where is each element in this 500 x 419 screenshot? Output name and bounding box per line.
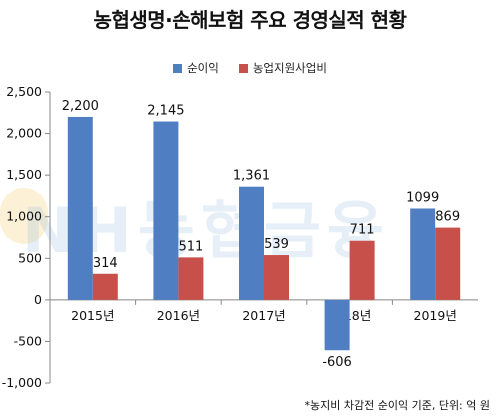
bar-series-1: [239, 186, 264, 300]
legend-swatch-series-1: [173, 63, 183, 73]
legend-label-series-2: 농업지원사업비: [252, 61, 327, 75]
data-label-series-1: 1,361: [233, 169, 270, 184]
data-label-series-2: 511: [178, 239, 203, 254]
bar-series-2: [435, 227, 461, 300]
bar-series-2: [349, 240, 375, 300]
y-tick-label: 0: [34, 292, 42, 307]
bar-series-1: [410, 208, 436, 300]
y-tick-label: 500: [18, 250, 42, 265]
x-tick-label: 2017년: [242, 308, 285, 323]
bar-series-2: [264, 255, 289, 300]
footnote: *농지비 차감전 순이익 기준, 단위: 억 원: [304, 399, 490, 412]
data-label-series-2: 314: [93, 256, 118, 271]
legend-item-series-2: 농업지원사업비: [238, 60, 327, 76]
bar-series-1: [67, 116, 93, 300]
legend-item-series-1: 순이익: [173, 60, 219, 76]
data-label-series-1: 2,145: [147, 104, 184, 119]
y-tick-label: -1,000: [2, 375, 42, 390]
data-label-series-2: 711: [350, 223, 375, 238]
bar-series-2: [92, 273, 118, 300]
data-label-series-1: 1099: [406, 190, 439, 205]
x-tick-label: 2019년: [414, 308, 457, 323]
chart-legend: 순이익 농업지원사업비: [0, 60, 500, 76]
watermark-logo-icon: [0, 188, 48, 244]
bar-series-1: [153, 121, 179, 300]
x-tick-label: 2015년: [71, 308, 114, 323]
legend-label-series-1: 순이익: [187, 61, 219, 75]
y-tick-label: -500: [14, 333, 42, 348]
y-tick-label: 1,500: [6, 167, 42, 182]
data-label-series-1: 2,200: [62, 99, 99, 114]
data-label-series-2: 539: [264, 237, 289, 252]
chart-title: 농협생명·손해보험 주요 경영실적 현황: [93, 8, 407, 32]
data-label-series-1: -606: [322, 355, 352, 370]
x-tick-label: 2016년: [157, 308, 200, 323]
y-tick-label: 1,000: [6, 209, 42, 224]
y-tick-label: 2,500: [6, 84, 42, 99]
data-label-series-2: 869: [435, 210, 460, 225]
legend-swatch-series-2: [238, 63, 248, 73]
y-tick-label: 2,000: [6, 126, 42, 141]
bar-series-2: [178, 257, 204, 300]
bar-series-1: [324, 299, 350, 351]
